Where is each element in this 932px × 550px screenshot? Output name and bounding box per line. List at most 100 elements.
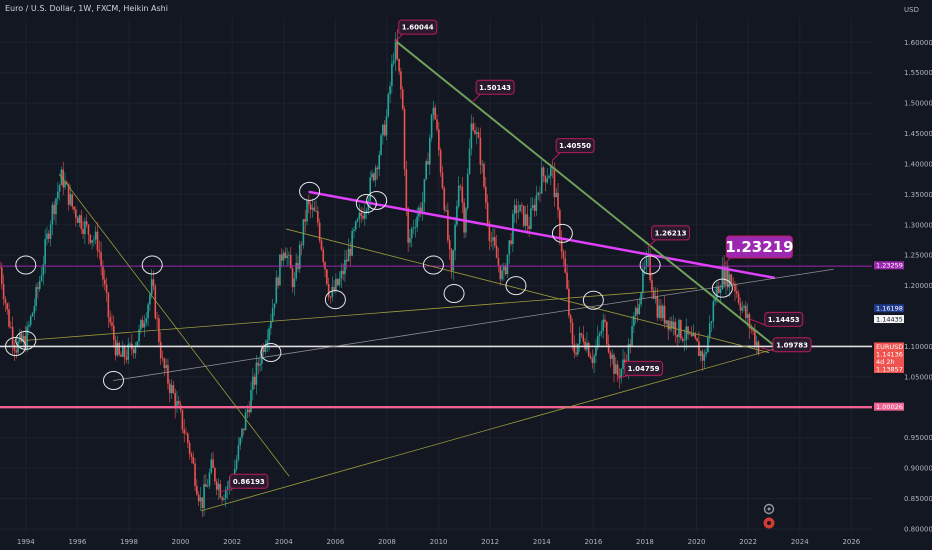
candle-body <box>120 354 122 357</box>
candle-body <box>732 282 735 284</box>
candle-body <box>425 161 427 180</box>
candle-body <box>214 467 216 482</box>
circle-annotations <box>4 181 733 391</box>
circle-annotation <box>355 194 377 214</box>
x-tick-label: 2000 <box>172 538 190 546</box>
candle-body <box>380 135 382 155</box>
candle-body <box>322 249 325 263</box>
candle-body <box>515 205 518 213</box>
candle-body <box>605 321 608 345</box>
candle-body <box>235 459 238 469</box>
candle-body <box>533 205 536 211</box>
candle-body <box>569 315 572 323</box>
candle-body <box>416 216 418 228</box>
callout-label: 0.86193 <box>233 478 265 486</box>
candle-body <box>427 161 429 165</box>
price-axis-panel <box>872 0 932 550</box>
x-tick-label: 2002 <box>223 538 241 546</box>
candle-body <box>0 267 1 269</box>
candle-body <box>248 409 251 413</box>
candle-body <box>629 344 632 347</box>
candle-body <box>575 352 577 355</box>
price-label: 1.14136 <box>876 350 903 358</box>
candle-body <box>707 337 709 353</box>
candle-body <box>327 284 330 297</box>
candle-body <box>627 344 630 370</box>
candle-body <box>663 305 666 324</box>
candle-body <box>6 303 9 310</box>
candle-body <box>596 336 599 348</box>
candle-body <box>313 207 316 212</box>
chart-event-icon[interactable] <box>763 517 775 529</box>
candle-body <box>35 286 37 307</box>
x-tick-label: 2018 <box>636 538 654 546</box>
x-tick-label: 2022 <box>739 538 757 546</box>
candle-body <box>587 342 590 357</box>
callout-box <box>764 311 804 327</box>
chart-title: Euro / U.S. Dollar, 1W, FXCM, Heikin Ash… <box>5 4 168 13</box>
candle-body <box>678 319 680 338</box>
candle-body <box>363 212 366 219</box>
candle-body <box>429 137 431 165</box>
x-tick-label: 1998 <box>120 538 138 546</box>
candle-body <box>734 283 736 292</box>
candle-body <box>400 71 402 90</box>
candle-body <box>80 215 83 230</box>
callout-box <box>651 225 691 241</box>
candle-body <box>448 240 451 250</box>
candle-body <box>640 292 642 305</box>
candle-body <box>714 299 716 302</box>
candle-body <box>302 219 305 246</box>
settings-icon[interactable] <box>763 503 775 515</box>
candle-body <box>560 239 563 252</box>
callout-pointer <box>471 93 481 103</box>
circle-annotation <box>141 255 163 275</box>
candle-body <box>181 409 184 430</box>
candle-body <box>266 340 269 346</box>
candle-body <box>268 328 270 341</box>
candle-body <box>633 316 635 326</box>
candle-body <box>103 279 106 285</box>
candle-body <box>219 483 222 498</box>
candle-body <box>497 258 500 266</box>
candle-body <box>510 240 512 244</box>
y-tick-label: 0.95000 <box>904 434 932 442</box>
candle-body <box>317 211 319 223</box>
candle-body <box>150 279 153 295</box>
candle-body <box>755 341 758 346</box>
candle-body <box>123 346 126 358</box>
price-label-bg <box>874 304 904 313</box>
candle-body <box>705 352 707 355</box>
candle-body <box>244 412 247 431</box>
candle-body <box>631 325 633 347</box>
candle-body <box>730 274 733 283</box>
candle-body <box>326 269 328 285</box>
y-tick-label: 1.30000 <box>904 221 932 229</box>
candle-body <box>338 278 341 285</box>
circle-annotation <box>505 276 527 296</box>
candle-body <box>723 265 725 285</box>
candle-body <box>544 175 547 183</box>
candle-body <box>580 333 583 336</box>
candle-body <box>616 364 619 376</box>
candle-body <box>383 124 386 136</box>
candle-body <box>172 385 175 394</box>
candle-body <box>318 222 321 241</box>
candle-body <box>550 167 552 177</box>
trendline <box>58 173 290 477</box>
y-tick-label: 0.85000 <box>904 495 932 503</box>
price-callouts: 1.60044 1.50143 1.40550 1.26213 1.23219 1.144… <box>221 19 812 492</box>
candle-body <box>345 259 348 262</box>
candle-body <box>28 325 30 327</box>
candle-body <box>676 334 679 338</box>
candle-body <box>752 329 754 332</box>
candle-body <box>203 484 205 509</box>
candle-body <box>40 275 43 281</box>
candle-body <box>196 486 198 495</box>
price-label: 1.23259 <box>876 262 903 270</box>
candle-body <box>504 265 507 275</box>
candle-body <box>138 329 140 342</box>
candle-body <box>8 309 10 327</box>
candle-body <box>600 331 603 334</box>
